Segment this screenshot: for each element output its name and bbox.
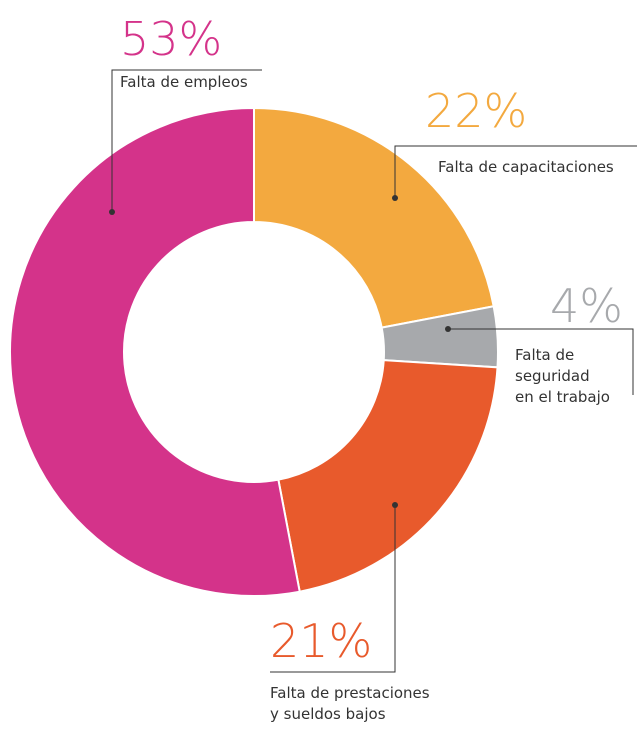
category-label: Falta de prestaciones y sueldos bajos bbox=[270, 684, 430, 723]
donut-segment bbox=[9, 106, 301, 597]
leader-dots bbox=[109, 195, 451, 508]
value-label: 4% bbox=[550, 279, 623, 333]
leader-dot bbox=[392, 502, 398, 508]
category-label: Falta de capacitaciones bbox=[438, 158, 614, 176]
leader-dot bbox=[445, 326, 451, 332]
leader-line bbox=[270, 505, 396, 673]
segments bbox=[9, 106, 499, 597]
leader-dot bbox=[109, 209, 115, 215]
value-label: 53% bbox=[120, 12, 223, 66]
leader-line bbox=[448, 328, 634, 395]
donut-segment bbox=[277, 359, 499, 593]
leader-dot bbox=[392, 195, 398, 201]
leader-line bbox=[111, 69, 262, 212]
category-label: Falta de empleos bbox=[120, 73, 248, 91]
value-label: 21% bbox=[270, 614, 373, 668]
value-label: 22% bbox=[425, 84, 528, 138]
leader-line bbox=[394, 145, 637, 198]
category-label: Falta de seguridad en el trabajo bbox=[515, 346, 610, 406]
donut-segment bbox=[253, 106, 495, 329]
leaders bbox=[111, 69, 637, 673]
